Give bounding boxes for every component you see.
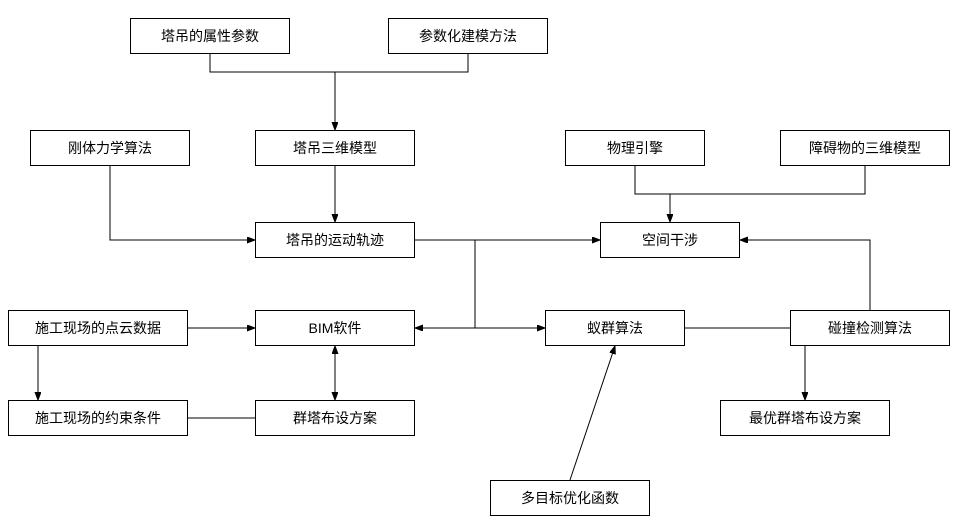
node-ant: 蚁群算法 — [545, 310, 685, 346]
node-traj: 塔吊的运动轨迹 — [255, 222, 415, 258]
node-rigid: 刚体力学算法 — [30, 130, 190, 166]
edges-layer — [0, 0, 974, 527]
node-cloud: 施工现场的点云数据 — [8, 310, 188, 346]
node-optlayout: 最优群塔布设方案 — [720, 400, 890, 436]
node-physics: 物理引擎 — [565, 130, 705, 166]
node-attr: 塔吊的属性参数 — [130, 18, 290, 54]
node-multiobj: 多目标优化函数 — [490, 480, 650, 516]
node-bim: BIM软件 — [255, 310, 415, 346]
node-collision: 碰撞检测算法 — [790, 310, 950, 346]
flowchart-canvas: 塔吊的属性参数 参数化建模方法刚体力学算法 塔吊三维模型 物理引擎 障碍物的三维模型塔吊… — [0, 0, 974, 527]
node-param: 参数化建模方法 — [388, 18, 548, 54]
node-interf: 空间干涉 — [600, 222, 740, 258]
node-3dmodel: 塔吊三维模型 — [255, 130, 415, 166]
node-constraint: 施工现场的约束条件 — [8, 400, 188, 436]
node-layout: 群塔布设方案 — [255, 400, 415, 436]
node-obstacle: 障碍物的三维模型 — [780, 130, 950, 166]
